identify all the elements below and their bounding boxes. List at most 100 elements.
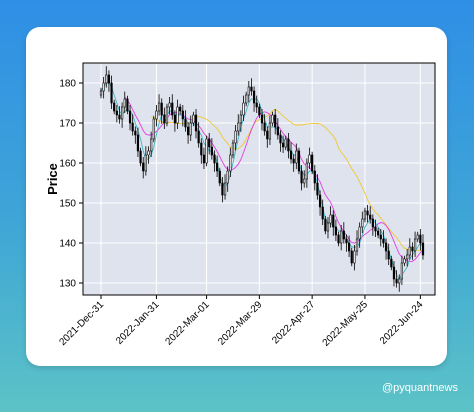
candle: [411, 242, 414, 260]
candle: [316, 174, 319, 200]
candle: [152, 115, 155, 143]
candle: [311, 151, 314, 175]
candle: [419, 229, 422, 251]
candle: [131, 114, 134, 136]
watermark: @pyquantnews: [382, 382, 458, 394]
candle: [155, 105, 158, 127]
candle: [353, 245, 356, 271]
candle: [231, 139, 235, 159]
candle: [186, 122, 190, 144]
candle: [321, 199, 324, 225]
y-tick-label: 180: [59, 79, 76, 90]
candle: [200, 138, 203, 164]
candle: [223, 174, 227, 200]
candle: [355, 230, 359, 256]
candle: [121, 102, 124, 128]
candle: [276, 118, 279, 140]
candle: [374, 219, 377, 237]
candle: [150, 131, 153, 157]
candle: [342, 222, 345, 244]
candle: [274, 109, 277, 135]
candle: [205, 135, 208, 167]
candle: [128, 105, 132, 131]
candle: [377, 227, 380, 239]
y-tick-label: 160: [59, 159, 76, 170]
candle: [99, 87, 103, 99]
candle: [252, 86, 256, 112]
candle: [142, 157, 145, 179]
x-tick-label: 2022-Mar-01: [163, 299, 212, 348]
y-tick-label: 140: [59, 239, 76, 250]
candle: [284, 135, 287, 151]
candle: [192, 111, 195, 127]
candle: [250, 78, 253, 96]
candle: [398, 274, 401, 292]
candle: [107, 70, 111, 92]
candle: [300, 165, 303, 191]
candle: [102, 77, 105, 99]
candle: [361, 211, 364, 233]
candle: [289, 142, 293, 164]
candle: [340, 225, 343, 251]
candle: [147, 146, 150, 164]
candle: [160, 98, 163, 124]
candle: [337, 231, 340, 247]
candle: [126, 95, 129, 115]
candle: [292, 154, 295, 172]
candle: [406, 249, 409, 267]
candle: [110, 75, 113, 109]
candle: [358, 222, 361, 248]
candle: [176, 99, 179, 129]
candle: [194, 109, 198, 139]
candle: [134, 126, 137, 144]
candle: [421, 234, 425, 260]
x-tick-label: 2021-Dec-31: [57, 299, 106, 348]
candle: [168, 97, 171, 115]
candle: [226, 166, 229, 192]
candle: [189, 115, 192, 141]
candle: [313, 165, 316, 191]
candle: [390, 255, 393, 271]
candle: [213, 150, 216, 172]
candle: [379, 229, 382, 247]
candle: [413, 231, 417, 257]
candle: [366, 205, 369, 223]
candle: [255, 95, 258, 113]
candle: [400, 255, 403, 285]
candle: [408, 238, 411, 260]
candle: [173, 110, 177, 132]
candle: [263, 114, 266, 136]
candle: [123, 91, 126, 113]
candle: [318, 190, 322, 216]
candle: [395, 270, 398, 288]
candle: [369, 206, 372, 224]
candle: [218, 167, 221, 187]
candle: [210, 138, 213, 160]
candle: [324, 215, 327, 235]
candle: [258, 103, 261, 119]
candle: [268, 115, 272, 145]
candle: [271, 111, 274, 127]
candle: [350, 247, 353, 267]
candle: [144, 146, 147, 176]
y-tick-label: 150: [59, 199, 76, 210]
candle: [303, 170, 306, 188]
x-tick-label: 2022-Mar-29: [216, 299, 265, 348]
candle: [181, 105, 184, 127]
candlestick-chart: 130 140 150 160 170 180 2021-Dec-31 2022-Jan-3…: [45, 62, 436, 349]
candle: [197, 122, 200, 148]
candle: [202, 147, 206, 169]
x-tick-label: 2022-Jan-31: [114, 299, 162, 347]
candle: [136, 127, 140, 157]
candle: [332, 210, 335, 236]
ma-mid-line: [124, 96, 424, 262]
candle: [245, 91, 248, 107]
candle: [221, 177, 224, 203]
candle: [115, 105, 118, 123]
candle: [247, 81, 250, 103]
grid-lines: [83, 63, 435, 295]
candle: [279, 130, 282, 152]
x-tick-label: 2022-Jun-24: [378, 299, 426, 347]
candle: [384, 238, 388, 260]
candle: [234, 125, 237, 151]
